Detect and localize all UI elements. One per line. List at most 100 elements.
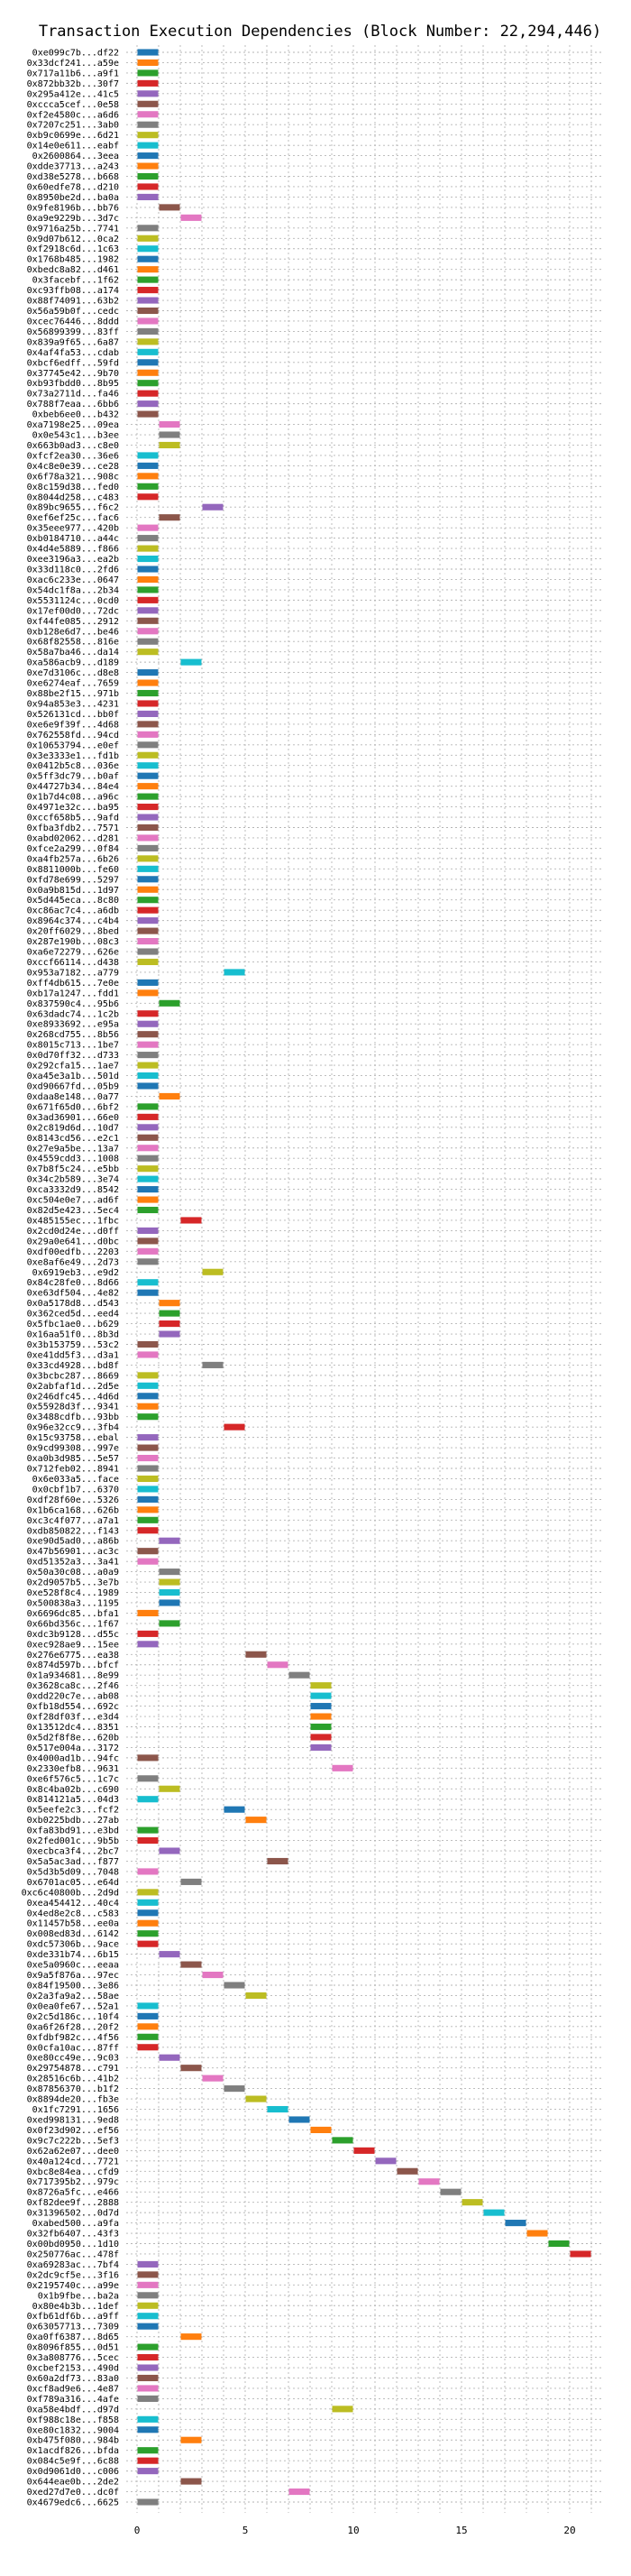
transaction-bar [180,1961,202,1968]
transaction-bar [137,927,159,934]
transaction-label: 0xe8af6e49...2d73 [27,1257,119,1267]
transaction-label: 0x526131cd...bb0f [27,710,119,720]
transaction-label: 0xe528f8c4...1989 [27,1588,119,1598]
transaction-label: 0x008ed83d...6142 [27,1929,119,1939]
transaction-label: 0x4c8e0e39...ce28 [27,462,119,472]
transaction-label: 0x485155ec...1fbc [27,1216,119,1226]
transaction-label: 0xb9c0699e...6d21 [27,131,119,141]
transaction-label: 0xea454412...40c4 [27,1899,119,1909]
transaction-label: 0x1a934681...8e99 [27,1671,119,1681]
transaction-bar [224,969,245,976]
transaction-label: 0x3facebf...1f62 [32,276,119,286]
transaction-label: 0xde331b74...6b15 [27,1950,119,1960]
transaction-bar [137,2260,159,2268]
transaction-label: 0x2195740c...a99e [27,2281,119,2291]
transaction-label: 0xb128e6d7...be46 [27,627,119,637]
transaction-bar [137,948,159,955]
transaction-bar [137,1413,159,1421]
transaction-label: 0xe80cc49e...9c03 [27,2054,119,2064]
transaction-bar [180,2333,202,2341]
x-tick-label: 15 [455,2525,467,2536]
transaction-bar [310,1713,332,1720]
transaction-label: 0x6919eb3...e9d2 [32,1268,119,1278]
transaction-label: 0x5eefe2c3...fcf2 [27,1806,119,1816]
transaction-bar [137,452,159,459]
transaction-bar [137,1072,159,1080]
transaction-label: 0xbeb6ee0...b432 [32,410,119,420]
transaction-bar [137,731,159,738]
transaction-bar [137,1020,159,1027]
transaction-bar [137,1796,159,1803]
transaction-bar [137,1382,159,1389]
transaction-label: 0x31396502...0d7d [27,2209,119,2219]
transaction-bar [137,1506,159,1513]
transaction-label: 0x0a5178d8...d543 [27,1299,119,1309]
transaction-bar [137,1372,159,1379]
transaction-label: 0x29a0e641...d0bc [27,1237,119,1247]
transaction-label: 0xec928ae9...15ee [27,1640,119,1650]
transaction-label: 0x4d4e5889...f866 [27,545,119,555]
transaction-label: 0x837590c4...95b6 [27,999,119,1009]
transaction-label: 0x0412b5c8...036e [27,761,119,771]
transaction-bar [137,245,159,253]
transaction-bar [137,886,159,893]
transaction-bar [159,1310,180,1317]
transaction-label: 0x8726a5fc...e466 [27,2188,119,2198]
transaction-label: 0x874d597b...bfcf [27,1661,119,1670]
transaction-label: 0x10653794...e0ef [27,741,119,750]
transaction-bar [159,431,180,438]
transaction-bar [159,2054,180,2061]
transaction-bar [526,2230,548,2237]
transaction-bar [137,1351,159,1358]
transaction-label: 0x9716a25b...7741 [27,224,119,234]
transaction-label: 0xa7198e25...09ea [27,420,119,430]
transaction-label: 0x839a9f65...6a87 [27,337,119,347]
transaction-bar [137,69,159,77]
transaction-bar [137,90,159,97]
transaction-bar [159,1588,180,1596]
transaction-bar [159,421,180,428]
transaction-bar [137,287,159,294]
transaction-label: 0x13512dc4...8351 [27,1723,119,1733]
transaction-label: 0xabd02062...d281 [27,833,119,843]
transaction-label: 0xed998131...9ed8 [27,2115,119,2125]
transaction-bar [224,1982,245,1989]
transaction-label: 0x56899399...83ff [27,327,119,337]
transaction-label: 0x2330efb8...9631 [27,1764,119,1774]
transaction-label: 0x35eee977...420b [27,524,119,534]
transaction-label: 0xfcf2ea30...36e6 [27,451,119,461]
transaction-bar [180,1878,202,1885]
transaction-bar [137,307,159,315]
transaction-bar [137,2302,159,2309]
transaction-label: 0xccf658b5...9afd [27,814,119,823]
transaction-bar [180,658,202,666]
transaction-label: 0xca3332d9...8542 [27,1185,119,1195]
transaction-label: 0x500838a3...1195 [27,1598,119,1608]
transaction-label: 0xccca5cef...0e58 [27,100,119,110]
transaction-label: 0x87856370...b1f2 [27,2084,119,2094]
transaction-label: 0xd90667fd...05b9 [27,1081,119,1091]
transaction-label: 0xf789a316...4afe [27,2395,119,2405]
transaction-bar [505,2220,526,2227]
transaction-bar [137,1775,159,1782]
transaction-label: 0x7b8f5c24...e5bb [27,1164,119,1174]
transaction-bar [137,2023,159,2030]
transaction-label: 0x2cd0d24e...d0ff [27,1227,119,1237]
transaction-bar [245,2095,267,2102]
transaction-bar [159,1300,180,1307]
transaction-label: 0xa69283ac...7bf4 [27,2260,119,2270]
transaction-bar [137,1031,159,1038]
transaction-bar [137,2498,159,2506]
transaction-label: 0x17ef00d0...72dc [27,606,119,616]
transaction-label: 0x3a808776...5cec [27,2353,119,2363]
transaction-bar [180,2478,202,2485]
transaction-bar [137,917,159,925]
transaction-bar [137,535,159,542]
transaction-bar [137,906,159,914]
transaction-bar [137,586,159,593]
transaction-bar [310,1703,332,1710]
transaction-bar [137,152,159,160]
transaction-bar [570,2250,591,2258]
transaction-bar [137,338,159,345]
